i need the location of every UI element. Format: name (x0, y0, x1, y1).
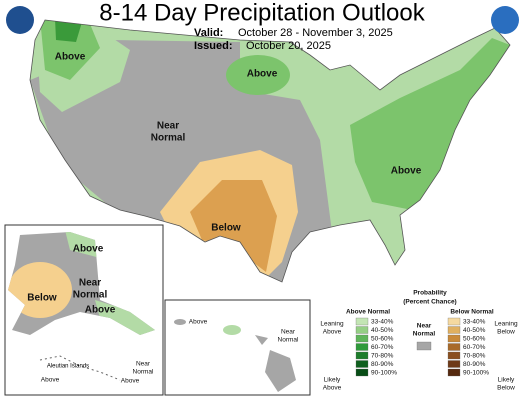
likely-above: Likely (324, 377, 341, 384)
likely-above: Above (323, 385, 342, 392)
below-swatch (447, 351, 461, 360)
alaska-label: Below (27, 293, 57, 304)
leaning-above: Leaning (320, 321, 344, 328)
likely-below: Below (497, 385, 515, 392)
below-range: 50-60% (463, 336, 486, 343)
valid-dates: October 28 - November 3, 2025 (238, 27, 393, 39)
leaning-above: Above (323, 329, 342, 336)
below-range: 70-80% (463, 353, 486, 360)
hawaii-big-island (265, 350, 296, 392)
aleutian-label: Above (41, 377, 60, 384)
above-heading: Above Normal (346, 309, 390, 316)
above-swatch (355, 326, 369, 334)
aleutian-label: Near (136, 361, 151, 368)
legend-subtitle: (Percent Chance) (403, 299, 456, 306)
aleutian-chain (39, 355, 121, 381)
below-range: 40-50% (463, 327, 486, 334)
hawaii-label: Near (281, 329, 296, 336)
above-range: 60-70% (371, 344, 394, 351)
hawaii-label: Normal (278, 337, 300, 344)
above-swatch (355, 368, 369, 377)
noaa-logo (491, 6, 519, 34)
region-label: Above (247, 69, 278, 80)
region-label: Below (211, 223, 241, 234)
above-swatch (355, 351, 369, 360)
aleutian-label: Normal (133, 369, 155, 376)
issued-date: October 20, 2025 (246, 40, 331, 52)
below-swatch (447, 317, 461, 326)
region-label: Above (391, 166, 422, 177)
hawaii-label: Above (189, 319, 208, 326)
below-range: 33-40% (463, 319, 486, 326)
below-swatch (447, 368, 461, 377)
above-range: 50-60% (371, 336, 394, 343)
valid-label: Valid: (194, 27, 223, 39)
near-label: Near (417, 323, 432, 330)
below-range: 80-90% (463, 361, 486, 368)
below-range: 60-70% (463, 344, 486, 351)
below-swatch (447, 360, 461, 368)
below-swatch (447, 334, 461, 343)
near-swatch (416, 341, 432, 351)
us-outline (29, 19, 511, 283)
aleutian-name: Aleutian Islands (47, 364, 89, 370)
alaska-label: Near (79, 278, 101, 289)
aleutian-label: Above (121, 378, 140, 385)
above-range: 33-40% (371, 319, 394, 326)
above-swatch (355, 334, 369, 343)
near-label: Normal (413, 331, 436, 338)
above-range: 80-90% (371, 361, 394, 368)
below-swatch (447, 343, 461, 351)
leaning-below: Below (497, 329, 515, 336)
below-range: 90-100% (463, 370, 489, 377)
alaska-label: Normal (73, 290, 108, 301)
above-swatch (355, 317, 369, 326)
above-range: 40-50% (371, 327, 394, 334)
alaska-label: Above (73, 244, 104, 255)
conus (30, 20, 510, 282)
region-label: Near (157, 121, 179, 132)
region-label: Normal (151, 133, 186, 144)
doc-logo (6, 6, 34, 34)
below-heading: Below Normal (450, 309, 494, 316)
below-swatch (447, 326, 461, 334)
region-label: Above (55, 52, 86, 63)
legend-title: Probability (413, 290, 447, 297)
alaska-label: Above (85, 305, 116, 316)
title: 8-14 Day Precipitation Outlook (99, 0, 426, 26)
likely-below: Likely (498, 377, 515, 384)
issued-label: Issued: (194, 40, 233, 52)
above-swatch (355, 360, 369, 368)
above-swatch (355, 343, 369, 351)
above-range: 70-80% (371, 353, 394, 360)
above-range: 90-100% (371, 370, 397, 377)
leaning-below: Leaning (494, 321, 518, 328)
